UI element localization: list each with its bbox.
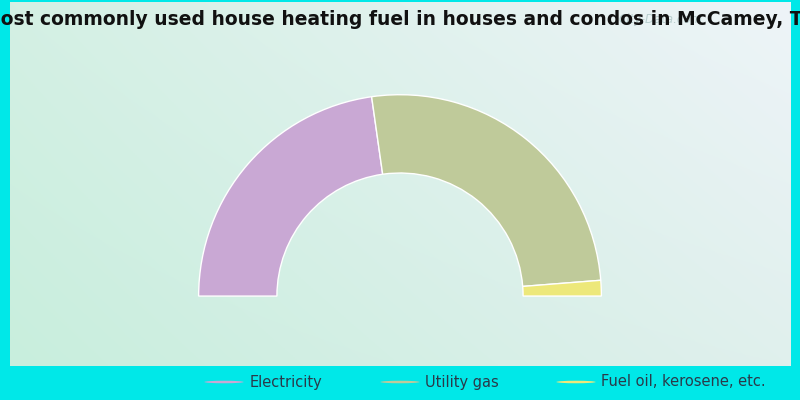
Wedge shape [372,95,601,286]
Wedge shape [198,97,382,296]
Text: Fuel oil, kerosene, etc.: Fuel oil, kerosene, etc. [602,374,766,390]
Ellipse shape [205,381,244,383]
Text: Electricity: Electricity [250,374,322,390]
Ellipse shape [557,381,595,383]
Ellipse shape [381,381,420,383]
Text: City-Data.com: City-Data.com [618,13,702,26]
Text: Most commonly used house heating fuel in houses and condos in McCamey, TX: Most commonly used house heating fuel in… [0,10,800,29]
Text: Utility gas: Utility gas [426,374,499,390]
Wedge shape [522,280,602,296]
